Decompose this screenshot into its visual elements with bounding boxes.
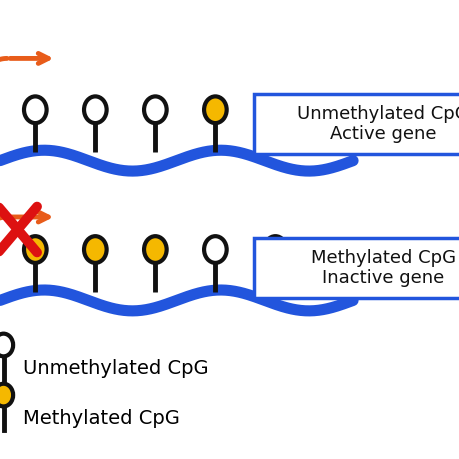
Text: Unmethylated CpG: Unmethylated CpG — [297, 105, 459, 123]
Circle shape — [24, 236, 47, 263]
Circle shape — [264, 96, 287, 123]
Text: Methylated CpG: Methylated CpG — [311, 249, 456, 267]
Bar — [254, 94, 459, 154]
Text: Active gene: Active gene — [330, 125, 437, 143]
Text: Methylated CpG: Methylated CpG — [23, 409, 180, 428]
Circle shape — [0, 334, 13, 356]
Circle shape — [144, 96, 167, 123]
Circle shape — [24, 96, 47, 123]
Text: Unmethylated CpG: Unmethylated CpG — [23, 358, 208, 378]
Circle shape — [264, 236, 287, 263]
Circle shape — [144, 236, 167, 263]
Circle shape — [204, 96, 227, 123]
Circle shape — [84, 236, 106, 263]
Bar — [254, 238, 459, 298]
Circle shape — [0, 384, 13, 406]
Circle shape — [204, 236, 227, 263]
Text: Inactive gene: Inactive gene — [322, 269, 444, 287]
Circle shape — [84, 96, 106, 123]
